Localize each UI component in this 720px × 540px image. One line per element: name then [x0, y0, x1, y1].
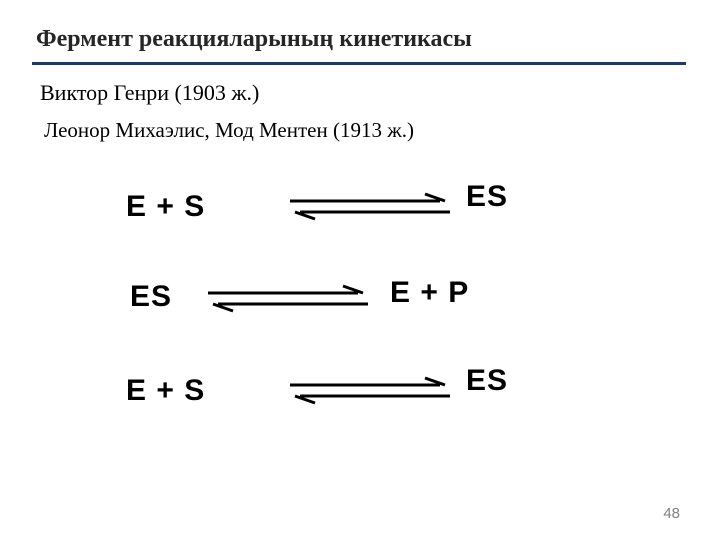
page-title: Фермент реакцияларының кинетикасы: [36, 26, 472, 53]
reactant-right: E + P: [390, 276, 469, 310]
equilibrium-arrow-icon: [208, 282, 368, 321]
reactant-right: ES: [466, 364, 508, 398]
subtitle-michaelis-menten: Леонор Михаэлис, Мод Ментен (1913 ж.): [44, 118, 414, 143]
equilibrium-arrow-svg: [290, 374, 450, 408]
equilibrium-arrow-icon: [290, 190, 450, 229]
reactant-left: ES: [130, 280, 172, 314]
reaction-row: E + S ES: [0, 160, 720, 252]
equilibrium-arrow-svg: [208, 282, 368, 316]
reactions-block: E + S ES ES E + P E + S: [0, 160, 720, 436]
reactant-right: ES: [466, 180, 508, 214]
title-underline: [32, 62, 686, 65]
page-number: 48: [663, 505, 680, 522]
reactant-left: E + S: [126, 190, 205, 224]
equilibrium-arrow-icon: [290, 374, 450, 413]
equilibrium-arrow-svg: [290, 190, 450, 224]
reaction-row: E + S ES: [0, 344, 720, 436]
reaction-row: ES E + P: [0, 252, 720, 344]
reactant-left: E + S: [126, 374, 205, 408]
subtitle-henri: Виктор Генри (1903 ж.): [40, 80, 259, 106]
